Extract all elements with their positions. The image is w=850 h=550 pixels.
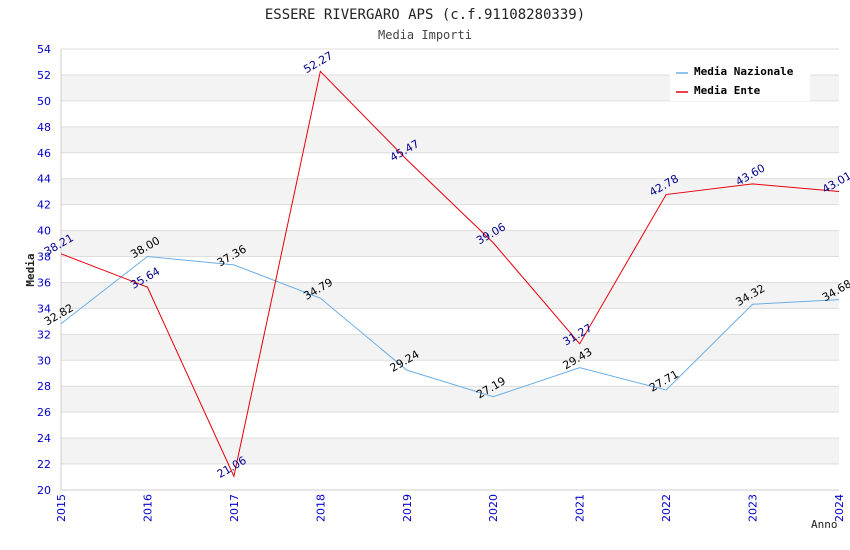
- y-tick-label: 46: [37, 147, 51, 160]
- grid-band: [61, 126, 839, 153]
- y-tick-label: 54: [37, 43, 51, 56]
- grid-band: [61, 386, 839, 413]
- chart-title: ESSERE RIVERGARO APS (c.f.91108280339): [265, 7, 585, 23]
- x-tick-label: 2016: [141, 494, 154, 522]
- x-tick-label: 2024: [833, 494, 846, 522]
- data-label: 52.27: [301, 49, 335, 76]
- legend: Media Nazionale Media Ente: [670, 59, 810, 101]
- x-axis-title: Anno: [811, 518, 838, 531]
- grid-band: [61, 282, 839, 309]
- x-tick-label: 2018: [314, 494, 327, 522]
- x-tick-label: 2022: [660, 494, 673, 522]
- y-tick-label: 34: [37, 302, 51, 315]
- y-tick-label: 36: [37, 276, 51, 289]
- y-tick-label: 50: [37, 95, 51, 108]
- grid-band: [61, 178, 839, 205]
- y-tick-label: 22: [37, 458, 51, 471]
- y-tick-label: 20: [37, 484, 51, 497]
- y-tick-label: 24: [37, 432, 51, 445]
- y-tick-label: 48: [37, 121, 51, 134]
- legend-box: [670, 59, 810, 101]
- x-tick-label: 2017: [228, 494, 241, 522]
- x-tick-label: 2021: [574, 494, 587, 522]
- chart-subtitle: Media Importi: [378, 28, 472, 42]
- x-tick-label: 2020: [487, 494, 500, 522]
- y-tick-label: 26: [37, 406, 51, 419]
- grid-band: [61, 230, 839, 257]
- y-tick-label: 38: [37, 251, 51, 264]
- series-line-nazionale: [60, 256, 840, 398]
- x-tick-labels: 2015 2016 2017 2018 2019 2020 2021 2022 2023 2024: [55, 494, 846, 522]
- x-tick-label: 2023: [747, 494, 760, 522]
- y-tick-labels: 20 22 24 26 28 30 32 34 36 38 40 42 44 46 48 50 52 54: [37, 43, 51, 497]
- y-tick-label: 40: [37, 225, 51, 238]
- grid-band: [61, 438, 839, 465]
- grid-lines: [61, 48, 839, 491]
- x-tick-label: 2019: [401, 494, 414, 522]
- y-tick-label: 52: [37, 69, 51, 82]
- y-axis-title: Media: [24, 253, 37, 286]
- y-tick-label: 28: [37, 380, 51, 393]
- y-tick-label: 32: [37, 328, 51, 341]
- series-lines: [60, 70, 840, 478]
- background-bands: [61, 74, 839, 465]
- y-tick-label: 44: [37, 173, 51, 186]
- grid-band: [61, 334, 839, 361]
- y-tick-label: 42: [37, 199, 51, 212]
- legend-label-ente: Media Ente: [694, 84, 761, 97]
- x-tick-label: 2015: [55, 494, 68, 522]
- series-line-ente: [60, 70, 840, 478]
- y-tick-label: 30: [37, 354, 51, 367]
- legend-label-nazionale: Media Nazionale: [694, 65, 794, 78]
